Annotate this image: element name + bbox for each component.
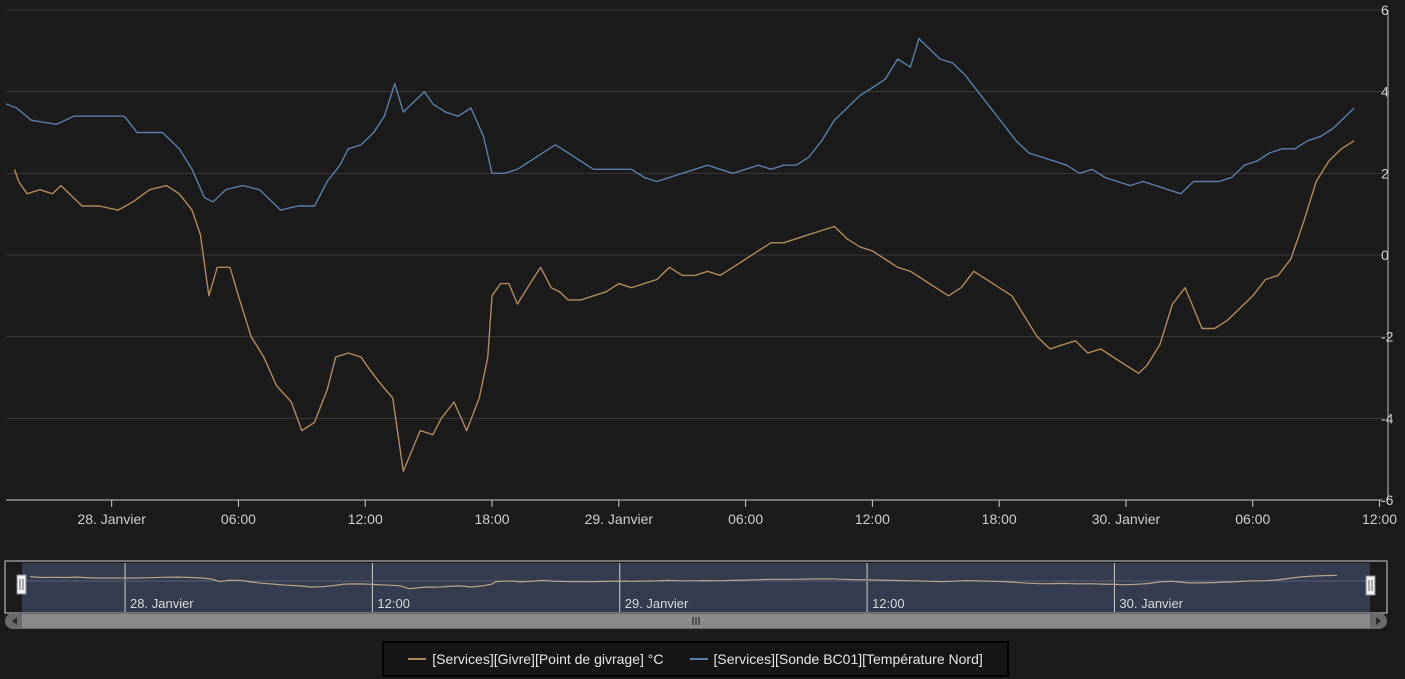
x-axis: 28. Janvier 06:00 12:00 18:00 29. Janvier 06:… (77, 500, 1397, 527)
series-line-1 (5, 37, 1355, 211)
y-tick-label: 4 (1381, 84, 1389, 100)
navigator[interactable]: 28. Janvier 12:00 29. Janvier 12:00 30. Janv… (4, 560, 1388, 614)
legend-label: [Services][Givre][Point de givrage] °C (432, 651, 664, 667)
navigator-handle-left[interactable] (16, 574, 27, 595)
y-tick-label: -4 (1381, 410, 1394, 426)
navigator-series (30, 574, 1338, 590)
series-line-0 (13, 140, 1355, 473)
y-tick-label: 6 (1381, 2, 1389, 18)
legend: [Services][Givre][Point de givrage] °C [… (382, 641, 1009, 677)
x-tick-label: 12:00 (1362, 511, 1397, 527)
navigator-series-line (30, 574, 1338, 590)
x-tick-label: 28. Janvier (77, 511, 146, 527)
x-tick-label: 06:00 (221, 511, 256, 527)
navigator-handle-right[interactable] (1365, 575, 1376, 596)
x-tick-label: 12:00 (348, 511, 383, 527)
y-tick-label: -2 (1381, 329, 1394, 345)
navigator-labels: 28. Janvier 12:00 29. Janvier 12:00 30. Janv… (130, 596, 1184, 611)
x-tick-label: 06:00 (728, 511, 763, 527)
legend-item-temperature-nord[interactable]: [Services][Sonde BC01][Température Nord] (689, 651, 983, 667)
navigator-selection[interactable] (22, 563, 1370, 612)
y-tick-label: -6 (1381, 492, 1394, 508)
x-tick-label: 12:00 (855, 511, 890, 527)
x-tick-label: 18:00 (982, 511, 1017, 527)
y-tick-label: 0 (1381, 247, 1389, 263)
scroll-right-arrow-icon[interactable] (1376, 617, 1381, 625)
y-axis: 6 4 2 0 -2 -4 -6 (1381, 2, 1394, 508)
legend-swatch-icon (408, 658, 427, 660)
scrollbar[interactable] (5, 613, 1387, 629)
navigator-label: 12:00 (872, 596, 905, 611)
navigator-label: 29. Janvier (625, 596, 689, 611)
x-tick-label: 18:00 (475, 511, 510, 527)
x-tick-label: 30. Janvier (1092, 511, 1161, 527)
scroll-left-arrow-icon[interactable] (12, 617, 17, 625)
legend-label: [Services][Sonde BC01][Température Nord] (713, 651, 983, 667)
x-tick-label: 29. Janvier (585, 511, 654, 527)
grid-lines (6, 9, 1388, 501)
navigator-label: 30. Janvier (1119, 596, 1183, 611)
series-layer (5, 37, 1355, 473)
x-tick-label: 06:00 (1235, 511, 1270, 527)
navigator-label: 28. Janvier (130, 596, 194, 611)
navigator-label: 12:00 (377, 596, 410, 611)
legend-item-point-de-givrage[interactable]: [Services][Givre][Point de givrage] °C (408, 651, 664, 667)
legend-swatch-icon (689, 658, 708, 660)
y-tick-label: 2 (1381, 165, 1389, 181)
